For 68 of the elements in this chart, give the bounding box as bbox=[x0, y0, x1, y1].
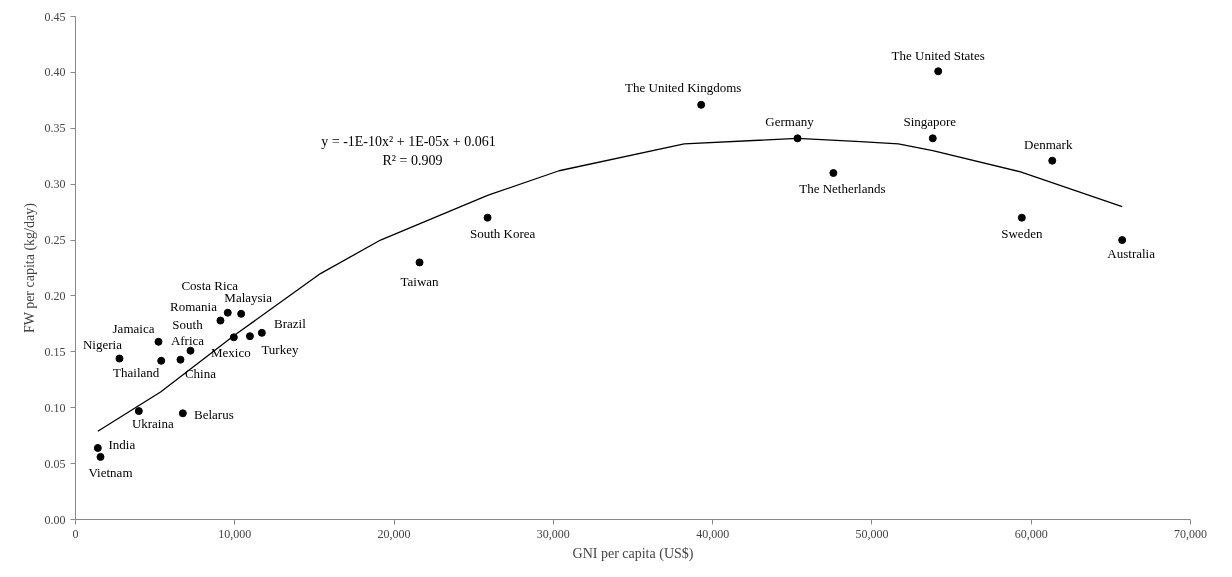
annotation: y = -1E-10x² + 1E-05x + 0.061 bbox=[321, 134, 496, 149]
annotation: Vietnam bbox=[88, 465, 133, 481]
x-tick-label: 70,000 bbox=[1174, 526, 1207, 541]
y-tick-label: 0.25 bbox=[44, 233, 66, 248]
y-tick-label: 0.00 bbox=[44, 512, 66, 527]
annotation: Turkey bbox=[261, 341, 299, 357]
y-tick-label: 0.30 bbox=[44, 177, 66, 192]
point bbox=[154, 337, 163, 346]
annotation: South Korea bbox=[469, 226, 536, 242]
annotation: The United States bbox=[891, 47, 985, 63]
annotation: Sweden bbox=[1001, 226, 1043, 242]
point bbox=[93, 443, 102, 452]
annotation: Australia bbox=[1107, 245, 1156, 261]
annotation: The Netherlands bbox=[799, 181, 886, 197]
y-tick-label: 0.45 bbox=[44, 9, 66, 24]
x-tick-label: 20,000 bbox=[377, 526, 411, 541]
point bbox=[115, 354, 124, 363]
annotation: Thailand bbox=[113, 365, 160, 381]
point bbox=[176, 355, 185, 364]
annotation: R² = 0.909 bbox=[382, 153, 443, 168]
point bbox=[934, 67, 943, 76]
annotation: Brazil bbox=[273, 316, 307, 332]
y-tick-label: 0.35 bbox=[44, 121, 66, 136]
x-tick-label: 0 bbox=[72, 526, 79, 541]
y-axis-title: FW per capita (kg/day) bbox=[21, 202, 38, 334]
point bbox=[186, 346, 195, 355]
annotation: Singapore bbox=[903, 113, 957, 129]
y-tick-label: 0.15 bbox=[44, 344, 66, 359]
point bbox=[928, 134, 937, 143]
x-tick-label: 50,000 bbox=[855, 526, 889, 541]
annotation: South Africa bbox=[170, 316, 205, 349]
annotation: Taiwan bbox=[400, 273, 440, 289]
point bbox=[415, 258, 424, 267]
annotation: Jamaica bbox=[112, 321, 155, 337]
annotation: Germany bbox=[765, 113, 815, 129]
x-tick-label: 40,000 bbox=[696, 526, 730, 541]
y-tick-label: 0.10 bbox=[44, 400, 66, 415]
point bbox=[96, 452, 105, 461]
point bbox=[1017, 213, 1026, 222]
point bbox=[697, 100, 706, 109]
point bbox=[245, 332, 254, 341]
y-tick-label: 0.20 bbox=[44, 288, 66, 303]
annotation: The United Kingdoms bbox=[625, 80, 742, 96]
annotation: India bbox=[108, 437, 136, 453]
point bbox=[257, 328, 266, 337]
point bbox=[829, 169, 838, 177]
point bbox=[134, 407, 143, 416]
point bbox=[178, 409, 187, 418]
annotation: Denmark bbox=[1024, 137, 1073, 153]
point bbox=[1048, 156, 1057, 165]
x-tick-label: 10,000 bbox=[218, 526, 252, 541]
y-tick-label: 0.40 bbox=[44, 65, 66, 80]
point bbox=[223, 308, 232, 317]
point bbox=[1118, 236, 1127, 245]
x-tick-label: 30,000 bbox=[536, 526, 570, 541]
annotation: Romania bbox=[169, 299, 218, 315]
annotation: Belarus bbox=[194, 406, 234, 422]
annotation: China bbox=[184, 366, 217, 382]
x-axis-title: GNI per capita (US$) bbox=[572, 545, 694, 562]
annotation: Ukraina bbox=[131, 415, 174, 431]
point bbox=[157, 356, 166, 365]
point bbox=[216, 316, 225, 325]
point bbox=[237, 309, 246, 318]
annotation: Nigeria bbox=[82, 337, 123, 353]
point bbox=[483, 213, 492, 222]
y-tick-label: 0.05 bbox=[44, 456, 66, 471]
annotation: Mexico bbox=[210, 344, 251, 360]
x-tick-label: 60,000 bbox=[1014, 526, 1048, 541]
